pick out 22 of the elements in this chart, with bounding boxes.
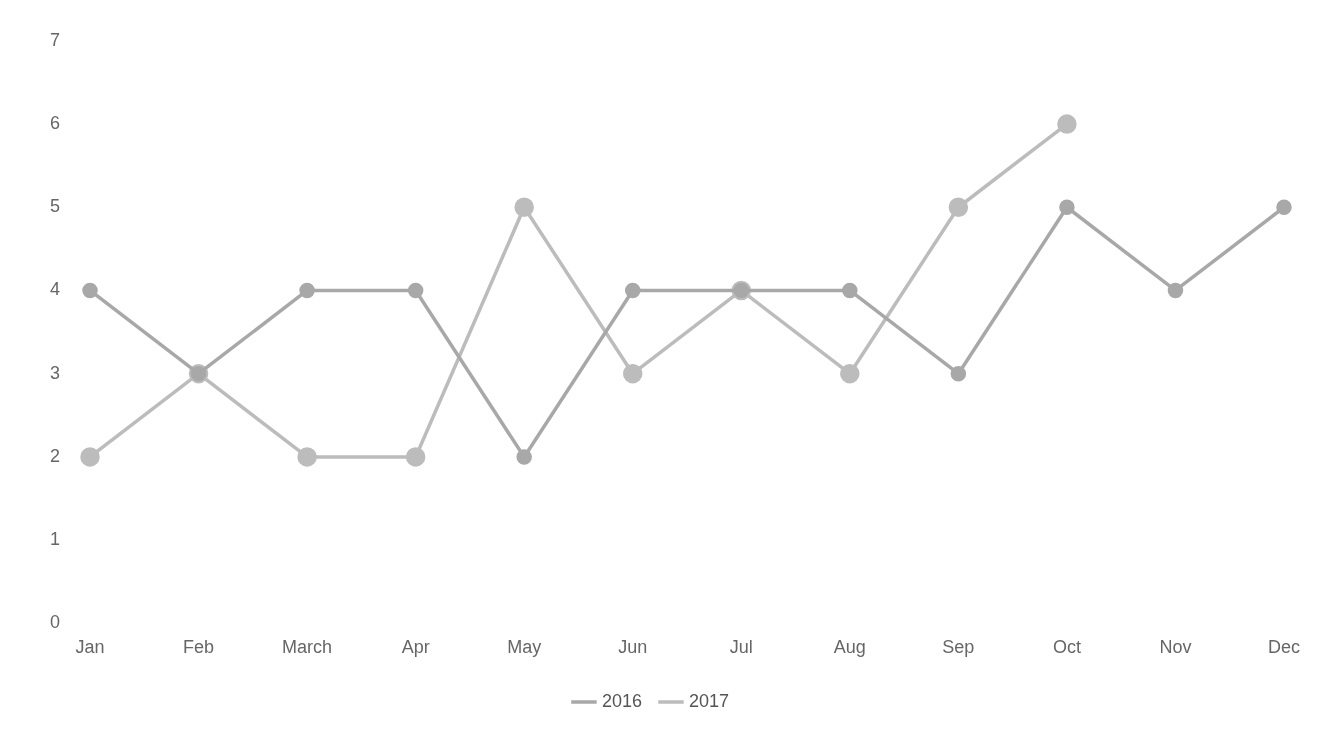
x-tick-label: Apr bbox=[401, 637, 430, 658]
x-tick-label: Jun bbox=[618, 637, 648, 658]
x-tick-label: May bbox=[507, 637, 542, 658]
y-tick-label: 2 bbox=[50, 445, 61, 466]
y-tick-label: 7 bbox=[50, 29, 61, 50]
y-tick-label: 6 bbox=[50, 113, 61, 133]
y-tick-label: 4 bbox=[50, 279, 61, 300]
y-tick-label: 3 bbox=[50, 362, 61, 383]
y-tick-label: 5 bbox=[50, 196, 61, 217]
x-tick-label: March bbox=[282, 637, 333, 658]
x-tick-label: Nov bbox=[1159, 637, 1192, 658]
x-tick-label: Oct bbox=[1052, 637, 1081, 658]
x-tick-label: Aug bbox=[833, 637, 866, 658]
x-tick-label: Feb bbox=[183, 637, 215, 658]
legend-label: 2017 bbox=[689, 690, 730, 711]
y-tick-label: 1 bbox=[50, 529, 61, 550]
y-tick-label: 0 bbox=[50, 612, 61, 633]
x-tick-label: Sep bbox=[942, 637, 975, 658]
x-tick-label: Jul bbox=[729, 637, 753, 658]
legend-label: 2016 bbox=[601, 690, 642, 711]
x-tick-label: Dec bbox=[1267, 637, 1301, 658]
x-tick-label: Jan bbox=[75, 637, 105, 658]
